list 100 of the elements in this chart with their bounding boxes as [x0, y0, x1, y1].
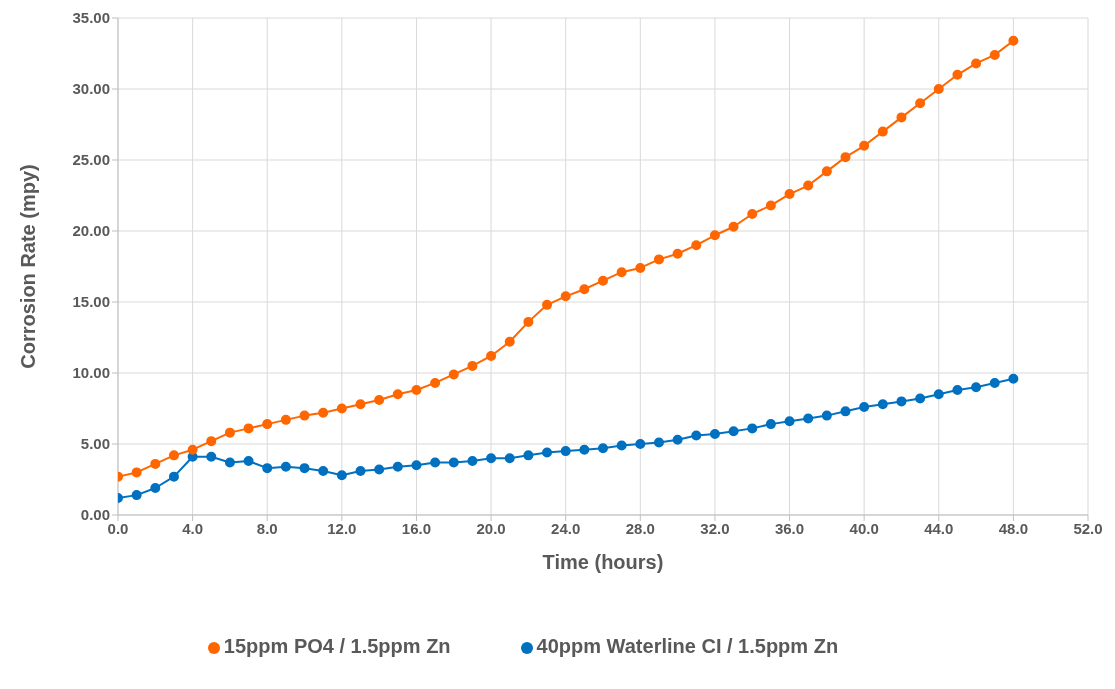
point — [150, 483, 161, 494]
point — [616, 440, 627, 451]
point — [653, 254, 664, 265]
point — [728, 426, 739, 437]
point — [933, 84, 944, 94]
point — [374, 464, 385, 475]
point — [430, 457, 441, 468]
point — [430, 377, 441, 388]
point — [467, 360, 478, 371]
point — [915, 393, 926, 404]
x-tick-label: 8.0 — [256, 519, 278, 537]
point — [299, 463, 310, 474]
point — [355, 399, 366, 410]
point — [821, 410, 832, 421]
point — [542, 447, 553, 458]
point — [262, 419, 273, 430]
point — [411, 460, 422, 471]
point — [989, 49, 1000, 60]
x-tick-label: 12.0 — [327, 519, 357, 537]
point — [168, 471, 179, 482]
point — [168, 450, 179, 461]
point — [523, 316, 534, 327]
point — [411, 385, 422, 396]
y-tick-label: 0.00 — [80, 506, 110, 524]
point — [840, 406, 851, 417]
point — [374, 394, 385, 405]
point — [616, 267, 627, 278]
point — [131, 490, 142, 501]
point — [486, 350, 497, 361]
point — [206, 451, 217, 462]
point — [896, 112, 907, 123]
y-tick-label: 30.00 — [72, 80, 110, 98]
point — [859, 140, 870, 151]
point — [709, 429, 720, 440]
point — [877, 399, 888, 410]
point — [187, 444, 198, 455]
point — [784, 416, 795, 427]
y-tick-label: 25.00 — [72, 151, 110, 169]
point — [131, 467, 142, 478]
point — [691, 430, 702, 441]
point — [560, 291, 571, 302]
point — [355, 465, 366, 476]
legend-label: 15ppm PO4 / 1.5ppm Zn — [223, 635, 451, 657]
point — [579, 284, 590, 295]
point — [747, 208, 758, 219]
point — [243, 456, 254, 467]
point — [150, 458, 161, 469]
y-tick-label: 10.00 — [72, 364, 110, 382]
point — [989, 377, 1000, 388]
point — [784, 189, 795, 200]
point — [952, 385, 963, 396]
point — [709, 230, 720, 241]
x-axis-title: Time (hours) — [542, 551, 664, 574]
point — [747, 423, 758, 434]
point — [542, 299, 553, 310]
point — [1008, 35, 1019, 46]
legend-label: 40ppm Waterline CI / 1.5ppm Zn — [536, 635, 839, 657]
point — [1008, 373, 1019, 384]
y-tick-label: 20.00 — [72, 222, 110, 240]
point — [728, 221, 739, 232]
point — [896, 396, 907, 407]
x-tick-label: 0.0 — [107, 519, 129, 537]
point — [598, 275, 608, 286]
x-tick-label: 36.0 — [774, 519, 805, 537]
point — [765, 419, 776, 430]
point — [318, 407, 329, 418]
point — [672, 248, 683, 259]
point — [672, 434, 683, 445]
point — [243, 423, 254, 434]
point — [877, 126, 888, 137]
point — [915, 98, 926, 109]
x-tick-label: 40.0 — [849, 519, 879, 537]
point — [803, 180, 814, 191]
point — [467, 456, 478, 467]
y-tick-label: 35.00 — [72, 9, 110, 27]
point — [821, 166, 832, 177]
y-axis-title: Corrosion Rate (mpy) — [17, 164, 40, 369]
point — [560, 446, 571, 457]
point — [840, 152, 851, 163]
point — [392, 461, 403, 472]
point — [635, 439, 646, 449]
point — [859, 402, 870, 413]
x-tick-label: 52.0 — [1073, 519, 1103, 537]
point — [262, 463, 273, 474]
x-tick-label: 4.0 — [182, 519, 204, 537]
point — [504, 336, 515, 347]
x-tick-label: 28.0 — [625, 519, 655, 537]
point — [803, 413, 814, 424]
point — [224, 427, 235, 438]
point — [448, 457, 459, 468]
x-tick-label: 24.0 — [551, 519, 581, 537]
x-tick-label: 16.0 — [401, 519, 432, 537]
point — [448, 369, 459, 380]
x-tick-label: 20.0 — [476, 519, 506, 537]
point — [336, 470, 347, 481]
point — [206, 436, 217, 447]
point — [971, 58, 982, 69]
point — [336, 403, 347, 414]
point — [635, 262, 646, 273]
point — [765, 200, 776, 211]
